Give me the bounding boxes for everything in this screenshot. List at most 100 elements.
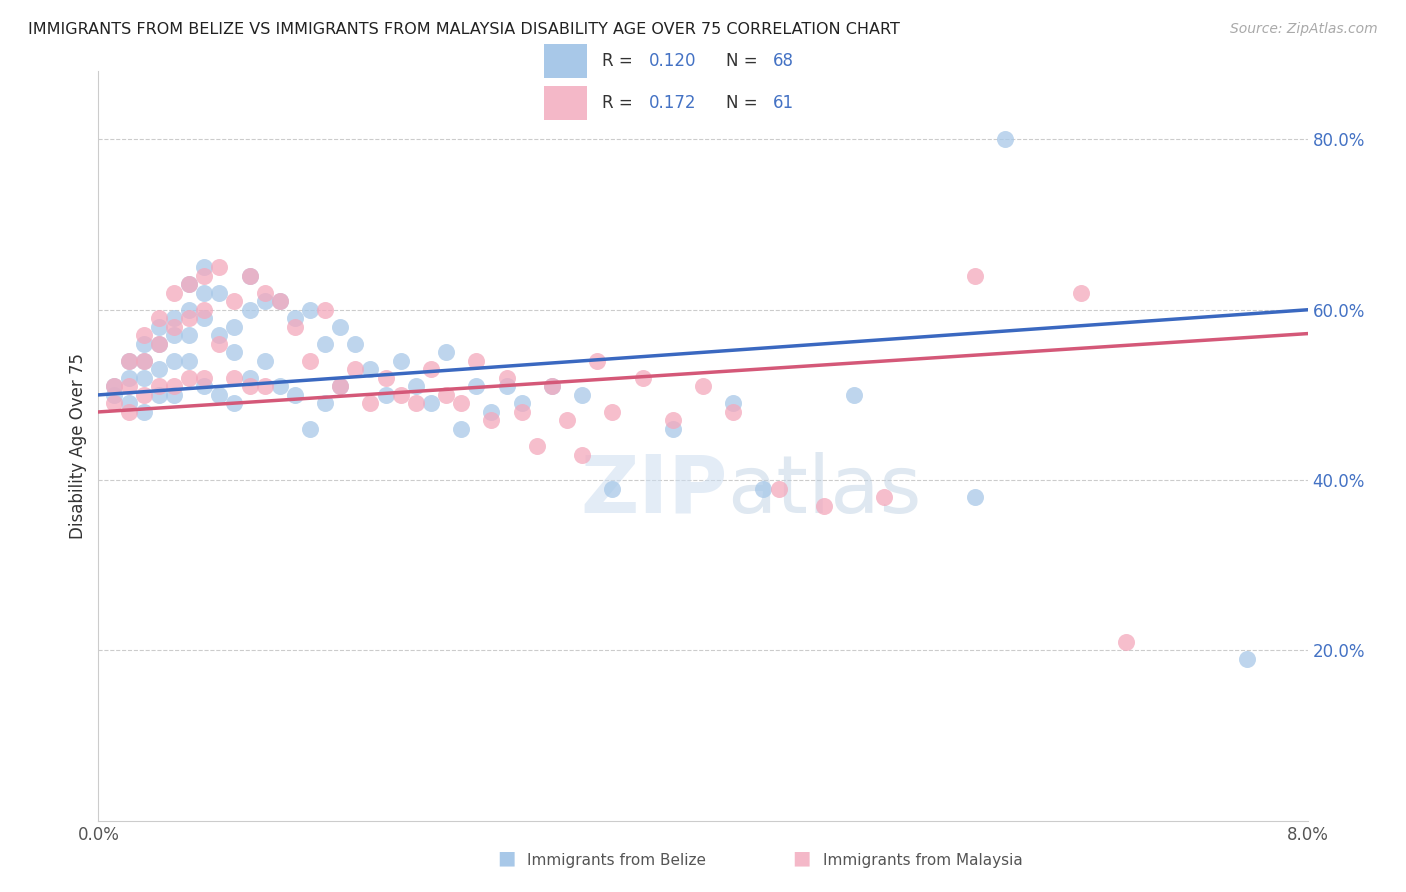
Point [163, 354, 186, 368]
Point [661, 422, 683, 436]
Point [1236, 652, 1258, 666]
Point [723, 396, 745, 410]
Text: 61: 61 [772, 95, 793, 112]
Point [571, 448, 593, 462]
Text: ZIP: ZIP [579, 452, 727, 530]
Point [768, 482, 790, 496]
Point [118, 371, 141, 385]
Text: IMMIGRANTS FROM BELIZE VS IMMIGRANTS FROM MALAYSIA DISABILITY AGE OVER 75 CORREL: IMMIGRANTS FROM BELIZE VS IMMIGRANTS FRO… [28, 22, 900, 37]
Point [118, 405, 141, 419]
Bar [544, 44, 586, 78]
Point [132, 354, 155, 368]
Point [208, 260, 231, 275]
Point [450, 422, 472, 436]
Point [239, 302, 262, 317]
Point [994, 132, 1017, 146]
Text: Immigrants from Malaysia: Immigrants from Malaysia [823, 853, 1022, 868]
Point [224, 319, 246, 334]
Point [103, 379, 125, 393]
Point [163, 311, 186, 326]
Point [555, 413, 578, 427]
Point [179, 302, 201, 317]
Point [239, 379, 262, 393]
Point [253, 354, 276, 368]
Point [148, 362, 170, 376]
Point [239, 268, 262, 283]
Point [344, 362, 367, 376]
Point [163, 285, 186, 300]
Text: Source: ZipAtlas.com: Source: ZipAtlas.com [1230, 22, 1378, 37]
Point [253, 285, 276, 300]
Point [193, 311, 215, 326]
Point [148, 336, 170, 351]
Text: R =: R = [602, 95, 638, 112]
Point [540, 379, 562, 393]
Point [510, 405, 533, 419]
Point [965, 490, 987, 504]
Point [873, 490, 896, 504]
Point [193, 260, 215, 275]
Point [208, 336, 231, 351]
Point [148, 311, 170, 326]
Point [208, 328, 231, 343]
Point [374, 371, 396, 385]
Point [389, 388, 412, 402]
Point [148, 388, 170, 402]
Text: R =: R = [602, 52, 638, 70]
Point [148, 319, 170, 334]
Point [103, 396, 125, 410]
Point [118, 396, 141, 410]
Point [179, 328, 201, 343]
Point [465, 379, 488, 393]
Point [844, 388, 866, 402]
Point [253, 294, 276, 309]
Point [329, 379, 352, 393]
Point [269, 294, 291, 309]
Point [284, 319, 307, 334]
Point [299, 422, 322, 436]
Point [224, 371, 246, 385]
Point [148, 379, 170, 393]
Point [179, 311, 201, 326]
Point [723, 405, 745, 419]
Point [299, 354, 322, 368]
Point [193, 268, 215, 283]
Point [132, 354, 155, 368]
Point [132, 388, 155, 402]
Point [965, 268, 987, 283]
Point [465, 354, 488, 368]
Text: N =: N = [725, 52, 763, 70]
Point [344, 336, 367, 351]
Point [269, 294, 291, 309]
Point [420, 362, 443, 376]
Point [208, 388, 231, 402]
Point [163, 319, 186, 334]
Text: ■: ■ [496, 849, 516, 868]
Point [179, 277, 201, 292]
Point [118, 354, 141, 368]
Text: 0.172: 0.172 [648, 95, 696, 112]
Point [602, 405, 624, 419]
Text: Immigrants from Belize: Immigrants from Belize [527, 853, 706, 868]
Point [179, 277, 201, 292]
Point [118, 354, 141, 368]
Point [602, 482, 624, 496]
Point [405, 379, 427, 393]
Point [269, 379, 291, 393]
Point [510, 396, 533, 410]
Point [284, 311, 307, 326]
Point [284, 388, 307, 402]
Point [1115, 635, 1137, 649]
Point [752, 482, 775, 496]
Text: ■: ■ [792, 849, 811, 868]
Point [193, 371, 215, 385]
Point [103, 379, 125, 393]
Point [132, 336, 155, 351]
Point [148, 336, 170, 351]
Point [132, 328, 155, 343]
Point [239, 371, 262, 385]
Point [495, 379, 517, 393]
Point [526, 439, 548, 453]
Point [481, 405, 503, 419]
Point [360, 362, 382, 376]
